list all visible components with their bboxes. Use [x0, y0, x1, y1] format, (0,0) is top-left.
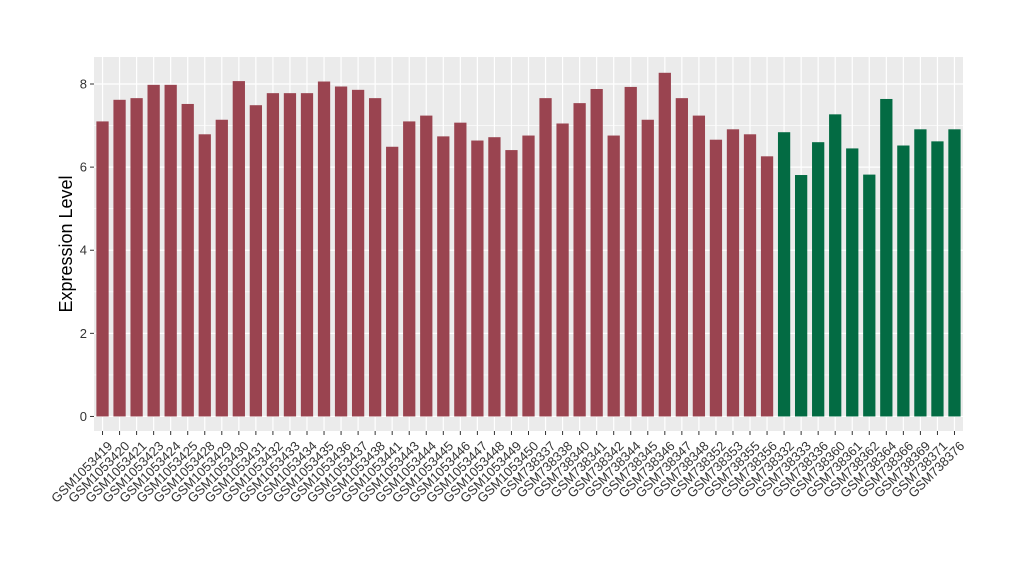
bar-GSM738338 [556, 123, 569, 417]
bar-GSM738361 [846, 148, 859, 417]
bar-GSM1053429 [215, 119, 228, 417]
bar-GSM1053436 [334, 86, 348, 417]
bar-GSM738345 [641, 119, 654, 417]
bar-GSM1053438 [369, 98, 382, 417]
bar-GSM1053450 [522, 135, 535, 417]
bar-GSM1053433 [283, 93, 297, 417]
bar-GSM1053437 [351, 89, 365, 417]
y-tick-label: 4 [80, 243, 87, 258]
bar-GSM738355 [743, 134, 757, 417]
bar-GSM738369 [914, 129, 927, 417]
y-axis-title: Expression Level [56, 175, 76, 312]
x-axis: GSM1053419GSM1053420GSM1053421GSM1053423… [48, 431, 967, 506]
bar-GSM738362 [863, 174, 876, 417]
bar-GSM1053447 [471, 140, 484, 417]
bar-GSM1053448 [488, 137, 501, 417]
bar-GSM738342 [607, 135, 620, 417]
bar-GSM738366 [897, 145, 910, 417]
y-tick-label: 0 [80, 409, 87, 424]
bar-GSM738348 [692, 115, 706, 417]
bar-GSM1053425 [181, 103, 194, 417]
bar-GSM1053428 [198, 134, 211, 417]
bar-GSM1053444 [420, 115, 433, 417]
bar-GSM1053424 [164, 84, 177, 417]
bar-GSM1053446 [454, 122, 467, 417]
bar-GSM1053432 [266, 93, 280, 417]
bar-GSM738341 [590, 88, 603, 417]
bar-GSM1053431 [249, 105, 263, 417]
bar-GSM738353 [726, 129, 740, 417]
bar-GSM1053421 [130, 98, 143, 417]
bar-GSM1053449 [505, 150, 518, 417]
bar-GSM738360 [829, 114, 842, 417]
bar-GSM738364 [880, 98, 893, 417]
y-tick-label: 6 [80, 160, 87, 175]
bar-GSM738333 [794, 175, 808, 417]
y-tick-label: 8 [80, 77, 87, 92]
bar-GSM738371 [931, 141, 944, 417]
bar-GSM738352 [709, 139, 723, 417]
bar-GSM1053434 [300, 93, 314, 417]
bar-GSM738356 [760, 156, 774, 417]
bar-GSM1053423 [147, 84, 160, 417]
y-axis: 0 2 4 6 8 [80, 77, 94, 424]
bar-GSM1053430 [232, 81, 245, 417]
bar-GSM738344 [624, 86, 637, 417]
bar-GSM738337 [539, 98, 552, 417]
bar-GSM738340 [573, 103, 586, 417]
y-tick-label: 2 [80, 326, 87, 341]
bar-GSM1053435 [317, 81, 331, 417]
bar-GSM1053419 [96, 121, 109, 417]
bar-GSM1053420 [113, 99, 126, 417]
bar-GSM1053441 [386, 146, 399, 417]
bar-series [96, 72, 961, 417]
bar-GSM738376 [948, 129, 961, 417]
bar-GSM738336 [812, 142, 825, 417]
bar-GSM1053445 [437, 136, 450, 417]
bar-GSM1053443 [403, 121, 416, 417]
bar-GSM738346 [658, 72, 671, 417]
bar-GSM738347 [675, 98, 688, 417]
bar-GSM738332 [777, 132, 791, 417]
